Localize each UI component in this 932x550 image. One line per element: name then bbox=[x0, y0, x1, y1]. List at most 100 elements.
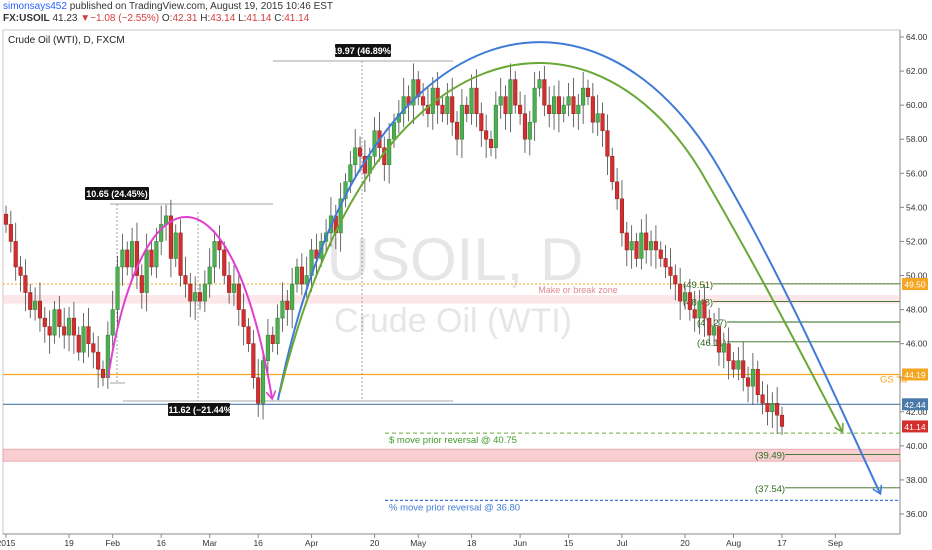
y-tick-label: 54.00 bbox=[906, 202, 928, 212]
high-value: 43.14 bbox=[210, 13, 236, 24]
candle-body bbox=[445, 96, 450, 114]
candle-body bbox=[755, 368, 760, 396]
x-tick-label: 16 bbox=[253, 538, 263, 548]
candle-body bbox=[23, 275, 28, 293]
candle-body bbox=[57, 309, 62, 327]
candle-body bbox=[416, 79, 421, 97]
candle-body bbox=[581, 87, 586, 106]
level-label: (47.27) bbox=[697, 318, 727, 329]
gs-label: GS "la bbox=[880, 374, 908, 385]
candle-body bbox=[173, 232, 178, 259]
x-tick-label: Apr bbox=[305, 538, 318, 548]
price-tag-label: 44.19 bbox=[904, 370, 926, 380]
x-tick-label: 17 bbox=[777, 538, 787, 548]
candle-body bbox=[760, 394, 765, 404]
candle-body bbox=[81, 326, 86, 353]
candle-body bbox=[358, 147, 363, 157]
candle-body bbox=[537, 79, 542, 89]
close-value: 41.14 bbox=[284, 13, 310, 24]
candle-body bbox=[52, 309, 57, 336]
candle-body bbox=[130, 241, 135, 268]
candle-body bbox=[726, 343, 731, 361]
candle-body bbox=[736, 360, 741, 370]
candle-body bbox=[634, 241, 639, 259]
candle-body bbox=[479, 113, 484, 131]
candle-body bbox=[91, 343, 96, 353]
price-tag-label: 41.14 bbox=[904, 422, 926, 432]
y-tick-label: 60.00 bbox=[906, 100, 928, 110]
candle-body bbox=[270, 334, 275, 344]
candle-body bbox=[265, 334, 270, 361]
candle-body bbox=[401, 96, 406, 114]
candle-body bbox=[712, 326, 717, 336]
measure-badge bbox=[335, 44, 391, 57]
candle-body bbox=[663, 258, 668, 268]
candle-body bbox=[455, 121, 460, 140]
candle-body bbox=[682, 292, 688, 302]
level-label: (37.54) bbox=[755, 484, 785, 495]
candle-body bbox=[62, 326, 67, 336]
change-arrow: ▼ bbox=[80, 13, 91, 24]
candle-body bbox=[522, 113, 528, 140]
candle-body bbox=[261, 360, 266, 404]
candle-body bbox=[639, 232, 644, 259]
price-tag bbox=[902, 420, 928, 433]
candle-body bbox=[649, 241, 654, 251]
x-tick-label: Jul bbox=[617, 538, 628, 548]
candle-body bbox=[566, 96, 571, 106]
candle-body bbox=[518, 104, 523, 114]
blue-arc bbox=[277, 41, 880, 493]
candle-body bbox=[159, 224, 164, 242]
candle-body bbox=[110, 309, 115, 336]
candle-body bbox=[459, 104, 464, 140]
make-or-break-zone bbox=[3, 295, 900, 304]
author-link[interactable]: simonsays452 bbox=[3, 1, 67, 12]
time-axis[interactable]: 2015 19 Feb 16 Mar 16 Apr 20 May 18 Jun 15 Jul 20 Aug 1… bbox=[0, 534, 843, 548]
candle-body bbox=[8, 224, 13, 242]
candle-body bbox=[236, 283, 241, 310]
watermark-symbol: USOIL, D bbox=[327, 226, 584, 293]
y-tick-label: 50.00 bbox=[906, 271, 928, 281]
price-tag bbox=[902, 398, 928, 411]
candle-body bbox=[678, 283, 683, 302]
open-label: O: bbox=[161, 13, 173, 24]
x-tick-label: Mar bbox=[202, 538, 217, 548]
candle-body bbox=[527, 121, 532, 140]
x-tick-label: 16 bbox=[156, 538, 166, 548]
candle-body bbox=[67, 317, 72, 336]
candle-body bbox=[217, 241, 222, 251]
price-tag-label: 49.50 bbox=[904, 280, 926, 290]
candle-body bbox=[469, 87, 474, 114]
candle-body bbox=[615, 181, 620, 200]
candle-body bbox=[779, 414, 785, 427]
candle-body bbox=[440, 104, 445, 114]
candle-body bbox=[464, 104, 469, 114]
candle-body bbox=[144, 249, 149, 293]
ohlc-line: FX:USOIL 41.23 ▼−1.08 (−2.55%) O:42.31 H… bbox=[3, 13, 309, 24]
candle-body bbox=[231, 283, 236, 293]
symbol-label: FX:USOIL bbox=[3, 13, 50, 24]
candle-body bbox=[697, 300, 702, 319]
measure-1-label: 10.65 (24.45%) bbox=[86, 189, 148, 199]
candle-body bbox=[770, 403, 775, 413]
x-tick-label: May bbox=[410, 538, 427, 548]
price-axis[interactable]: 36.0038.0040.0042.0044.0046.0048.0050.00… bbox=[900, 32, 928, 519]
low-label: L: bbox=[238, 13, 247, 24]
candle-body bbox=[96, 351, 101, 370]
price-tags: 49.50 44.19 42.44 41.14 bbox=[902, 278, 928, 433]
candle-body bbox=[3, 213, 9, 225]
level-label: (46.11) bbox=[697, 338, 726, 349]
candle-body bbox=[193, 292, 198, 302]
candle-body bbox=[556, 96, 561, 114]
candle-body bbox=[42, 317, 47, 327]
candle-body bbox=[241, 309, 246, 327]
x-tick-label: 15 bbox=[564, 538, 574, 548]
publish-line: simonsays452 published on TradingView.co… bbox=[3, 1, 333, 12]
candle-body bbox=[585, 87, 591, 97]
candle-body bbox=[741, 360, 746, 378]
candle-body bbox=[450, 96, 455, 123]
level-label: (49.51) bbox=[683, 280, 713, 291]
candle-body bbox=[707, 317, 712, 336]
measure-badge bbox=[168, 403, 230, 416]
